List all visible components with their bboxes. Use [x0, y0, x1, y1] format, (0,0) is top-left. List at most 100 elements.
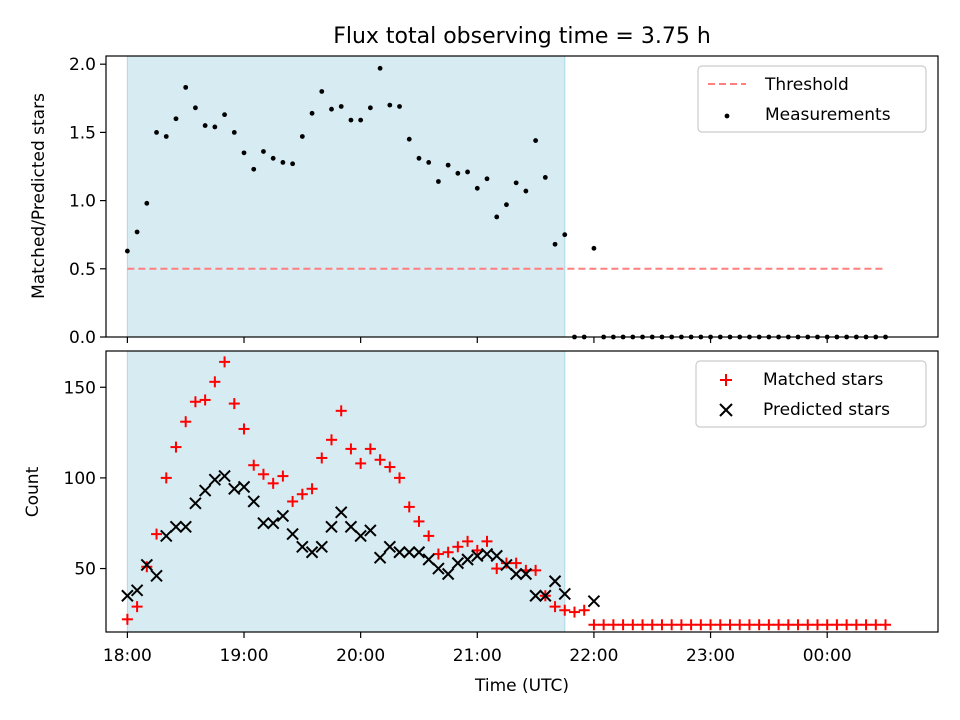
measurement-point [406, 136, 412, 142]
matched-star-point [880, 619, 892, 631]
predicted-star-point [344, 520, 358, 534]
x-tick-label: 18:00 [103, 646, 152, 666]
y-tick-label: 1.0 [69, 192, 96, 212]
matched-star-point [141, 561, 153, 573]
matched-star-point [666, 619, 678, 631]
matched-star-point [685, 619, 697, 631]
predicted-star-point [228, 482, 241, 495]
predicted-star-point [383, 540, 397, 554]
predicted-star-point [169, 520, 183, 534]
matched-star-point [287, 495, 299, 507]
predicted-star-point [403, 546, 416, 559]
matched-star-point [316, 452, 328, 464]
predicted-star-point [354, 529, 367, 543]
matched-star-point [510, 557, 522, 569]
observing-window-shade [127, 351, 565, 632]
y-tick-label: 1.5 [69, 123, 96, 143]
legend-measurements-swatch [724, 113, 730, 119]
measurement-point [124, 248, 130, 254]
matched-star-point [656, 619, 668, 631]
measurement-point [377, 65, 383, 71]
matched-star-point [646, 619, 658, 631]
measurement-point [542, 175, 548, 180]
predicted-star-point [558, 587, 571, 601]
matched-star-point [617, 619, 629, 631]
predicted-star-point [208, 473, 222, 486]
measurement-point [387, 102, 393, 108]
predicted-star-point [509, 567, 523, 581]
predicted-star-point [471, 549, 484, 563]
predicted-star-point [237, 480, 251, 494]
matched-star-point [714, 619, 726, 631]
predicted-star-point [587, 594, 601, 608]
measurement-point [465, 169, 470, 175]
measurement-point [426, 159, 432, 165]
matched-star-point [782, 619, 794, 631]
matched-star-point [180, 416, 192, 428]
predicted-star-point [198, 484, 212, 497]
predicted-star-point [451, 556, 465, 570]
matched-star-point [209, 376, 221, 388]
matched-star-point [500, 557, 512, 569]
matched-star-point [637, 619, 649, 631]
matched-star-point [598, 619, 610, 631]
predicted-star-point [305, 546, 319, 559]
measurement-point [261, 149, 266, 154]
measurement-point [494, 214, 500, 220]
measurement-point [474, 185, 480, 191]
predicted-star-point [412, 546, 426, 559]
measurement-point [484, 176, 490, 182]
x-tick-label: 20:00 [336, 646, 385, 666]
measurement-point [163, 134, 169, 139]
count-panel-frame [105, 350, 939, 633]
y-tick-label: 150 [64, 378, 96, 398]
legend-predicted-label: Predicted stars [763, 400, 890, 420]
predicted-star-point [189, 497, 202, 510]
measurement-point [319, 89, 325, 94]
matched-star-point [121, 613, 133, 625]
predicted-star-point [373, 551, 387, 564]
measurement-point [251, 166, 257, 172]
legend-predicted-swatch [719, 403, 733, 417]
matched-star-point [228, 398, 240, 410]
matched-star-point [452, 541, 464, 553]
measurement-point [455, 170, 461, 176]
measurement-point [222, 112, 227, 118]
matched-star-point [870, 619, 882, 631]
predicted-star-point [539, 589, 552, 602]
predicted-star-point [257, 517, 270, 530]
count-panel: 50 100 150 18:00 19:00 20:00 21:00 22:00 23:00 0… [23, 350, 939, 666]
measurement-point [348, 117, 354, 123]
predicted-star-point [519, 567, 533, 581]
measurement-point [358, 117, 364, 123]
matched-star-point [248, 459, 260, 471]
matched-star-point [675, 619, 687, 631]
predicted-star-point [179, 520, 192, 534]
matched-star-point [355, 457, 367, 469]
predicted-star-point [160, 529, 173, 543]
matched-star-point [374, 454, 386, 466]
predicted-star-point [364, 524, 377, 537]
predicted-star-point [480, 547, 494, 561]
predicted-star-point [500, 558, 513, 572]
measurement-point [173, 116, 179, 122]
matched-star-point [296, 488, 308, 500]
measurement-point [309, 110, 315, 116]
measurement-point [270, 155, 276, 161]
matched-star-point [568, 606, 580, 618]
matched-star-point [432, 548, 444, 560]
measurement-point [591, 245, 597, 251]
predicted-star-point [247, 495, 260, 508]
x-tick-label: 23:00 [686, 646, 735, 666]
measurement-point [397, 104, 402, 109]
matched-star-point [277, 470, 289, 482]
matched-star-point [481, 535, 493, 547]
matched-star-point [462, 535, 474, 547]
matched-star-point [588, 619, 600, 631]
measurement-point [562, 232, 568, 238]
predicted-star-point [335, 506, 348, 519]
matched-star-point [384, 461, 396, 473]
matched-star-point [364, 443, 376, 455]
matched-star-point [821, 619, 833, 631]
matched-star-point [763, 619, 775, 631]
